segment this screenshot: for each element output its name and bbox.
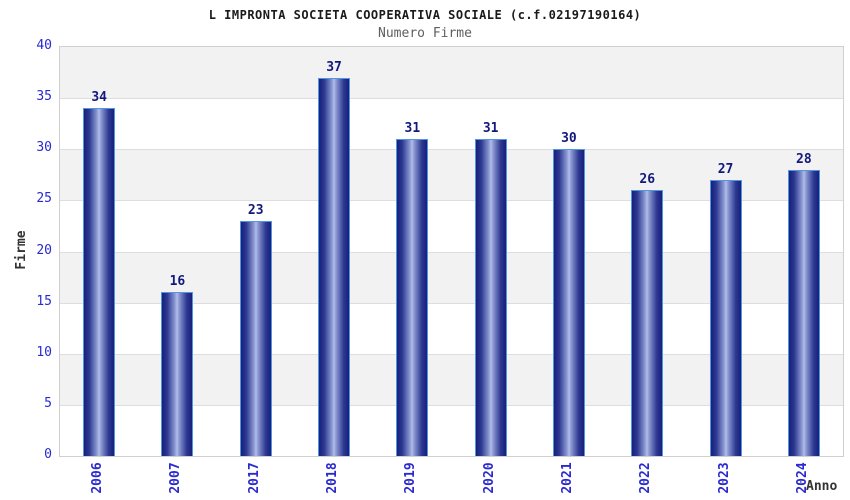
bar-value-label: 16: [169, 274, 186, 290]
y-tick-label: 10: [36, 344, 52, 360]
y-tick-label: 30: [36, 140, 52, 156]
bar-2019: [396, 139, 429, 456]
bar-value-label: 37: [326, 59, 342, 75]
gridline: [60, 302, 843, 304]
bar-2018: [318, 77, 351, 456]
y-tick-label: 35: [36, 89, 52, 105]
bar-2021: [552, 149, 585, 456]
y-tick-label: 0: [44, 447, 52, 462]
bar-value-label: 23: [247, 202, 264, 218]
x-tick-label: 2020: [481, 462, 497, 494]
x-tick-label: 2023: [716, 462, 732, 494]
bar-value-label: 34: [91, 90, 107, 106]
bar-2007: [161, 292, 194, 456]
y-tick-label: 5: [44, 395, 52, 411]
chart-subtitle: Numero Firme: [378, 26, 472, 41]
bar-value-label: 30: [561, 131, 577, 147]
x-tick-label: 2022: [638, 462, 654, 494]
bar-value-label: 31: [404, 121, 421, 137]
y-tick-label: 40: [36, 38, 52, 53]
x-axis-label: Anno: [806, 479, 838, 494]
bar-2023: [709, 179, 742, 456]
gridline: [60, 251, 843, 253]
y-tick-label: 15: [36, 293, 52, 309]
plot-band: [60, 47, 843, 99]
x-tick-label: 2019: [403, 462, 419, 494]
chart-title: L IMPRONTA SOCIETA COOPERATIVA SOCIALE (…: [208, 8, 642, 22]
gridline: [60, 404, 843, 406]
plot-area: 34 16 23 37 31 31 30 26 27 28: [59, 46, 844, 457]
bar-2006: [83, 108, 116, 456]
gridline: [60, 200, 843, 202]
y-tick-label: 20: [36, 242, 52, 258]
x-tick-label: 2006: [90, 462, 106, 494]
bar-value-label: 26: [639, 172, 656, 188]
x-tick-label: 2017: [246, 462, 262, 494]
bar-2024: [787, 169, 820, 456]
y-tick-label: 25: [36, 191, 52, 207]
x-tick-label: 2018: [325, 462, 341, 494]
bar-2017: [239, 220, 272, 456]
x-tick-label: 2024: [794, 462, 810, 494]
bar-2022: [631, 190, 664, 456]
x-tick-label: 2021: [559, 462, 575, 494]
bar-value-label: 31: [482, 121, 499, 137]
bar-value-label: 28: [796, 151, 812, 167]
x-tick-label: 2007: [168, 462, 184, 494]
gridline: [60, 98, 843, 100]
bar-2020: [474, 139, 507, 456]
gridline: [60, 149, 843, 151]
plot-band: [60, 98, 843, 150]
gridline: [60, 353, 843, 355]
bar-value-label: 27: [717, 161, 734, 177]
